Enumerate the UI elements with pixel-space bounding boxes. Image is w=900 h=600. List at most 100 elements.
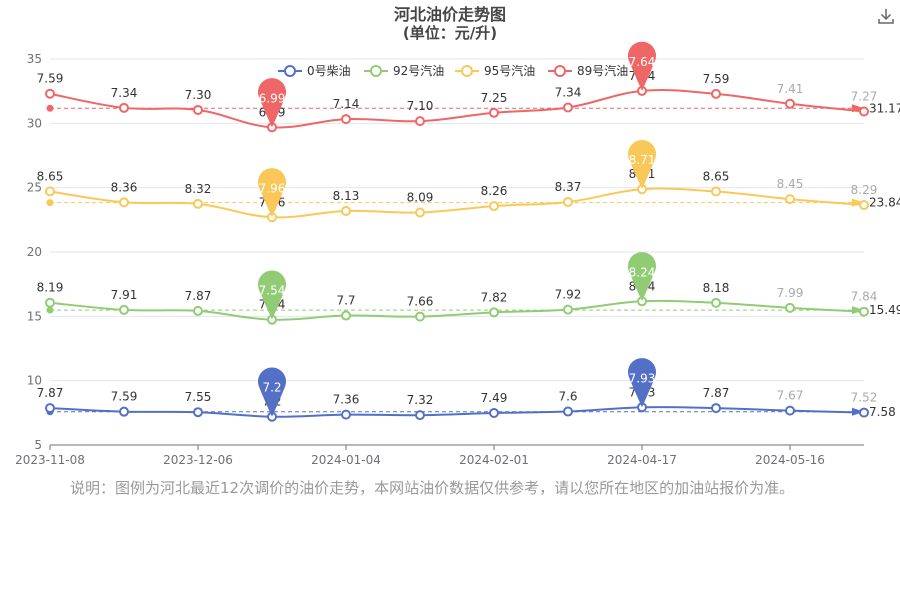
data-point [45,403,55,414]
data-point [193,407,203,418]
download-icon[interactable] [876,6,896,26]
data-label: 7.92 [555,288,582,302]
data-label: 7.82 [481,290,508,304]
data-point [785,302,795,313]
series-line [49,299,865,321]
min-pin: 7.54 [258,270,286,320]
series-line [49,89,865,129]
max-pin-shape [628,41,657,91]
series-0: 7.58 7.87 7.59 7.55 7.2 7.36 7.32 7.49 7.6 7.93 7.… [37,358,896,422]
data-label: 7.6 [558,390,577,404]
y-tick-label: 20 [27,245,42,259]
min-pin-label: 7.2 [262,381,281,395]
data-point [119,197,129,208]
series-3: 31.17 7.59 7.34 7.30 6.99 7.14 7.10 7.25 7.34 7.6… [37,41,900,133]
min-pin-shape [258,168,286,218]
data-point [489,407,499,418]
min-pin: 6.99 [258,78,286,128]
max-pin-shape [628,140,656,190]
data-point [119,406,129,417]
legend-item-3[interactable]: 89号汽油 [548,63,628,78]
min-pin-shape [258,78,286,128]
x-tick-label: 2023-12-06 [163,453,233,467]
data-point [563,196,573,207]
legend[interactable]: 0号柴油 92号汽油 95号汽油 89号汽油 [278,63,628,78]
min-pin-label: 7.54 [259,284,286,298]
data-point [711,186,721,197]
data-point [415,311,425,322]
data-label: 7.91 [111,288,138,302]
x-tick-label: 2024-01-04 [311,453,381,467]
y-tick-label: 10 [27,374,42,388]
data-label: 7.87 [703,386,730,400]
data-label: 8.09 [407,190,434,204]
data-point [489,201,499,212]
max-pin: 8.24 [628,252,656,302]
data-label: 8.13 [333,189,360,203]
min-pin-shape [258,270,286,320]
average-start-dot [46,306,54,314]
legend-swatch-marker [284,65,296,77]
data-point [45,297,55,308]
series-1: 15.49 8.19 7.91 7.87 7.54 7.7 7.66 7.82 7.92 8.24… [37,252,900,325]
data-label: 7.55 [185,390,212,404]
data-point [785,194,795,205]
x-tick-label: 2024-02-01 [459,453,529,467]
data-label: 7.84 [851,290,878,304]
data-point [785,405,795,416]
x-tick-label: 2024-04-17 [607,453,677,467]
chart-note: 说明：图例为河北最近12次调价的油价走势，本网站油价数据仅供参考，请以您所在地区… [70,479,795,497]
data-point [711,88,721,99]
min-pin-shape [258,367,286,417]
data-label: 8.18 [703,281,730,295]
data-label: 7.66 [407,295,434,309]
data-label: 7.99 [777,286,804,300]
data-point [711,297,721,308]
data-point [119,102,129,113]
data-label: 7.10 [407,99,434,113]
data-label: 7.67 [777,389,804,403]
min-pin: 7.2 [258,367,286,417]
data-label: 8.65 [37,169,64,183]
y-tick-label: 35 [27,52,42,66]
data-point [563,102,573,113]
data-label: 7.36 [333,393,360,407]
data-label: 7.27 [851,89,878,103]
data-point [489,107,499,118]
data-point [563,304,573,315]
data-point [859,106,869,117]
data-label: 8.29 [851,183,878,197]
min-pin-label: 7.96 [259,181,286,195]
data-label: 7.49 [481,391,508,405]
data-point [45,186,55,197]
min-pin-label: 6.99 [259,91,286,105]
data-point [711,403,721,414]
legend-item-2[interactable]: 95号汽油 [455,63,535,78]
data-label: 7.34 [111,86,138,100]
data-point [859,200,869,211]
data-label: 7.7 [336,294,355,308]
max-pin-label: 8.24 [629,265,656,279]
max-pin-shape [628,252,656,302]
legend-item-1[interactable]: 92号汽油 [364,63,444,78]
data-label: 7.41 [777,82,804,96]
legend-swatch-marker [370,65,382,77]
data-label: 8.65 [703,170,730,184]
y-tick-label: 25 [27,181,42,195]
legend-item-0[interactable]: 0号柴油 [278,64,351,78]
average-label: 15.49 [869,303,900,317]
data-point [193,198,203,209]
data-label: 7.87 [37,386,64,400]
data-label: 8.37 [555,180,582,194]
data-point [489,307,499,318]
data-point [341,205,351,216]
data-label: 8.26 [481,184,508,198]
data-point [415,410,425,421]
legend-label: 89号汽油 [577,63,628,78]
min-pin: 7.96 [258,168,286,218]
average-start-dot [46,104,54,112]
legend-swatch-marker [554,65,566,77]
legend-swatch-marker [461,65,473,77]
data-point [415,207,425,218]
data-point [859,407,869,418]
